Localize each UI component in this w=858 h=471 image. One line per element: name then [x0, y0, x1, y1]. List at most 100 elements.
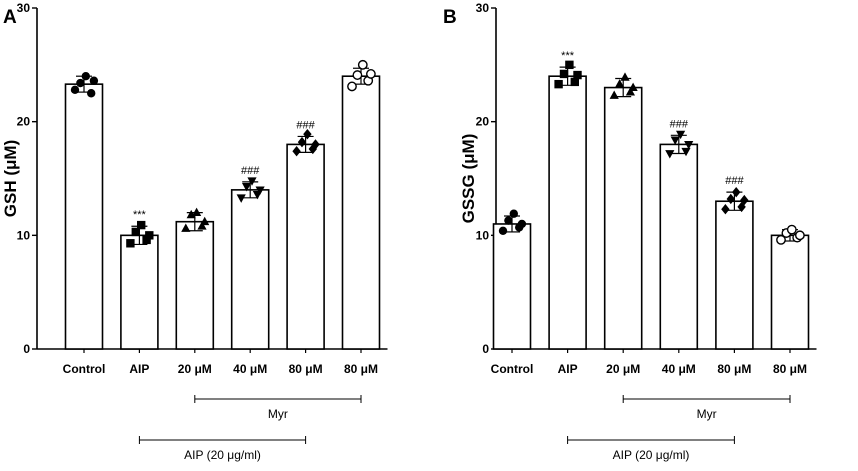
significance-label: ***: [133, 209, 147, 221]
bar: [770, 234, 810, 350]
data-point: [186, 209, 196, 219]
y-axis-label: GSH (μM): [1, 140, 20, 217]
data-point: [292, 146, 301, 157]
bar: [492, 223, 532, 350]
bar: [548, 75, 587, 350]
data-point: [684, 141, 694, 150]
data-point: [70, 85, 80, 95]
data-point: [670, 136, 680, 145]
data-point: [303, 128, 312, 140]
data-point: [786, 224, 797, 235]
data-point: [517, 219, 527, 229]
x-tick-label: Control: [63, 362, 106, 376]
data-point: [145, 231, 154, 240]
data-point: [676, 130, 686, 140]
data-point: [181, 223, 191, 232]
significance-label: ###: [670, 118, 689, 130]
data-point: [197, 221, 207, 230]
data-point: [242, 183, 252, 192]
y-tick-label: 10: [476, 228, 490, 242]
data-point: [609, 90, 619, 99]
data-point: [681, 147, 691, 157]
bar: [286, 143, 325, 350]
bracket-label: Myr: [697, 407, 717, 421]
bar: [659, 143, 699, 350]
data-point: [498, 226, 508, 235]
significance-label: ***: [561, 50, 575, 62]
bar: [603, 86, 643, 350]
data-point: [740, 194, 749, 206]
bar: [64, 83, 104, 350]
y-tick-label: 20: [17, 115, 31, 129]
bar: [230, 189, 270, 350]
data-point: [81, 72, 91, 81]
data-point: [721, 203, 730, 215]
data-point: [795, 230, 805, 241]
data-point: [554, 79, 563, 89]
data-point: [665, 150, 675, 159]
panel-letter: B: [443, 7, 457, 28]
data-point: [357, 59, 368, 70]
data-point: [200, 216, 210, 226]
y-tick-label: 10: [17, 228, 31, 242]
data-point: [311, 139, 320, 150]
x-tick-label: AIP: [558, 362, 578, 376]
bar: [175, 220, 215, 350]
data-point: [352, 70, 363, 80]
data-point: [559, 69, 569, 79]
x-tick-label: 80 μM: [717, 362, 751, 376]
y-tick-label: 30: [17, 1, 31, 15]
bar: [341, 75, 381, 350]
data-point: [142, 235, 151, 245]
data-point: [573, 70, 582, 80]
data-point: [615, 79, 625, 88]
y-tick-label: 0: [482, 342, 489, 356]
bracket-label: Myr: [268, 407, 288, 421]
panel-a: A GSH (μM) 0 10 20 30 Control *** AIP 20 μM ### 40 …: [1, 1, 388, 462]
data-point: [89, 76, 99, 85]
data-point: [625, 87, 635, 96]
data-point: [126, 239, 135, 248]
data-point: [620, 72, 630, 81]
x-tick-label: 20 μM: [178, 362, 212, 376]
data-point: [504, 216, 513, 225]
data-point: [509, 209, 518, 218]
significance-label: ###: [725, 175, 744, 187]
significance-label: ###: [296, 119, 315, 131]
data-point: [628, 82, 638, 91]
data-point: [565, 60, 574, 70]
x-tick-label: 20 μM: [606, 362, 640, 376]
data-point: [726, 193, 735, 205]
data-point: [732, 186, 741, 198]
data-point: [137, 220, 146, 230]
y-tick-label: 0: [23, 342, 30, 356]
x-tick-label: 40 μM: [662, 362, 696, 376]
data-point: [570, 77, 579, 87]
data-point: [247, 177, 257, 186]
x-tick-label: 40 μM: [233, 362, 267, 376]
data-point: [131, 227, 140, 237]
data-point: [776, 234, 786, 245]
panel-letter: A: [3, 7, 17, 28]
x-tick-label: Control: [491, 362, 534, 376]
x-tick-label: 80 μM: [773, 362, 807, 376]
data-point: [76, 78, 85, 88]
y-tick-label: 20: [476, 115, 490, 129]
bracket-label: AIP (20 μg/ml): [613, 448, 690, 462]
y-tick-label: 30: [476, 1, 490, 15]
panel-b: B GSSG (μM) 0 10 20 30 Control *** AIP 20 μM ### 40…: [443, 1, 817, 462]
bar: [715, 200, 754, 350]
x-tick-label: 80 μM: [289, 362, 323, 376]
bracket-label: AIP (20 μg/ml): [184, 448, 261, 462]
x-tick-label: AIP: [129, 362, 149, 376]
data-point: [365, 69, 376, 79]
data-point: [737, 201, 746, 213]
data-point: [347, 81, 357, 92]
bar: [120, 234, 159, 350]
data-point: [87, 89, 96, 98]
y-axis-label: GSSG (μM): [459, 134, 478, 224]
x-tick-label: 80 μM: [344, 362, 378, 376]
data-point: [192, 207, 202, 216]
data-point: [255, 186, 265, 195]
